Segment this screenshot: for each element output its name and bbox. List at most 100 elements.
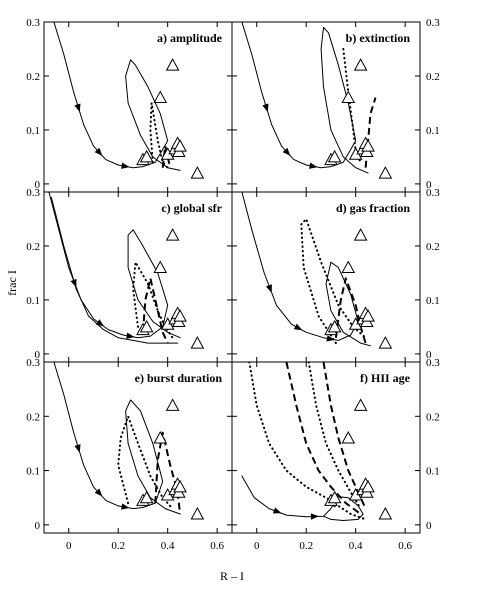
observed-triangle	[139, 490, 154, 504]
y-tick-label-left: 0	[35, 349, 41, 361]
y-tick-label-right: 0.1	[426, 295, 440, 307]
series-line-dashed	[364, 97, 377, 168]
plot-area	[241, 192, 393, 349]
panel-frame	[231, 191, 421, 363]
y-tick-label-left: 0.2	[26, 241, 40, 253]
x-tick-label: 0.6	[398, 540, 412, 552]
series-line-dashed	[285, 362, 362, 515]
y-tick-label-right: 0.3	[426, 357, 440, 369]
panel-e: 0 0.1 0.2 0.3 0 0.2 0.4 0.6 e) burst duration	[26, 357, 233, 552]
series-line-dashed	[141, 277, 169, 344]
arrowhead	[293, 323, 303, 331]
observed-triangle	[173, 479, 187, 493]
observed-triangle	[173, 309, 187, 322]
x-tick-label: 0.4	[161, 540, 175, 552]
series-line-dotted	[307, 362, 362, 510]
series-line-solid	[241, 22, 369, 174]
arrowhead	[126, 332, 135, 339]
observed-triangle	[353, 58, 368, 71]
y-tick-label-right: 0.3	[426, 187, 440, 199]
observed-triangle	[327, 319, 342, 333]
arrowhead	[121, 503, 130, 510]
observed-triangle	[190, 336, 205, 349]
series-line-dotted	[132, 261, 174, 339]
observed-triangle	[378, 336, 393, 349]
arrowhead	[272, 507, 282, 514]
y-tick-label-left: 0.1	[26, 295, 40, 307]
observed-triangle	[353, 228, 368, 241]
observed-triangle	[361, 479, 375, 493]
arrowhead	[310, 513, 319, 520]
panel-title: d) gas fraction	[336, 201, 410, 215]
y-tick-label-right: 0.1	[426, 466, 440, 478]
y-tick-label-left: 0	[35, 179, 41, 191]
y-tick-label-right: 0.2	[426, 411, 440, 423]
series-line-solid	[53, 22, 181, 171]
y-tick-label-right: 0	[426, 520, 432, 532]
panel-frame	[231, 21, 421, 193]
panel-title: a) amplitude	[157, 31, 223, 45]
observed-triangle	[153, 90, 168, 104]
observed-triangle	[378, 166, 393, 179]
plot-area	[48, 192, 205, 349]
y-tick-label-left: 0.3	[26, 357, 40, 369]
series-line-dotted	[248, 362, 367, 521]
y-tick-label-right: 0	[426, 179, 432, 191]
series-line-dotted	[117, 415, 174, 510]
observed-triangle	[139, 319, 154, 333]
panel-d: 0 0.1 0.2 0.3 d) gas fraction	[231, 187, 440, 363]
y-tick-label-right: 0.3	[426, 17, 440, 29]
panel-title: c) global sfr	[161, 201, 222, 215]
arrowhead	[95, 319, 105, 327]
observed-triangle	[165, 228, 180, 241]
observed-triangle	[327, 490, 342, 504]
x-tick-label: 0.2	[111, 540, 125, 552]
panel-f: 0 0.1 0.2 0.3 0 0.2 0.4 0.6 f) HII age	[231, 357, 440, 552]
panel-b: 0 0.1 0.2 0.3 b) extinction	[231, 17, 440, 193]
observed-triangle	[341, 430, 356, 444]
arrowhead	[121, 162, 130, 169]
panel-title: b) extinction	[346, 31, 411, 45]
observed-triangle	[153, 260, 168, 274]
arrowhead	[94, 147, 103, 156]
arrowhead	[282, 147, 291, 156]
panel-frame	[43, 21, 233, 193]
arrowhead	[74, 103, 81, 113]
arrowhead	[70, 278, 77, 288]
plot-area	[241, 362, 393, 521]
y-tick-label-right: 0.1	[426, 125, 440, 137]
y-tick-label-left: 0.3	[26, 187, 40, 199]
panel-title: e) burst duration	[135, 371, 223, 385]
panel-frame	[43, 361, 233, 534]
y-tick-label-right: 0.2	[426, 71, 440, 83]
observed-triangle	[353, 398, 368, 411]
panel-frame	[231, 361, 421, 534]
y-tick-label-left: 0.2	[26, 411, 40, 423]
arrowhead	[94, 488, 103, 497]
observed-triangle	[173, 139, 187, 152]
y-axis-label: frac I	[5, 270, 19, 296]
x-tick-label: 0.4	[349, 540, 363, 552]
observed-triangle	[361, 139, 375, 152]
x-tick-label: 0	[254, 540, 260, 552]
arrowhead	[262, 103, 269, 113]
arrowhead	[265, 284, 272, 293]
panel-title: f) HII age	[360, 371, 411, 385]
y-tick-label-left: 0.2	[26, 71, 40, 83]
x-tick-label: 0.6	[210, 540, 224, 552]
arrowhead	[74, 444, 81, 453]
arrowhead	[326, 335, 335, 342]
observed-triangle	[341, 260, 356, 274]
y-tick-label-left: 0.3	[26, 17, 40, 29]
y-tick-label-right: 0	[426, 349, 432, 361]
observed-triangle	[341, 90, 356, 104]
panel-a: 0 0.1 0.2 0.3 a) amplitude	[26, 17, 233, 193]
y-tick-label-left: 0.1	[26, 466, 40, 478]
y-tick-label-left: 0.1	[26, 125, 40, 137]
observed-triangle	[165, 58, 180, 71]
series-line-solid	[48, 192, 181, 339]
y-tick-label-right: 0.2	[426, 241, 440, 253]
observed-triangle	[190, 166, 205, 179]
y-tick-label-left: 0	[35, 520, 41, 532]
